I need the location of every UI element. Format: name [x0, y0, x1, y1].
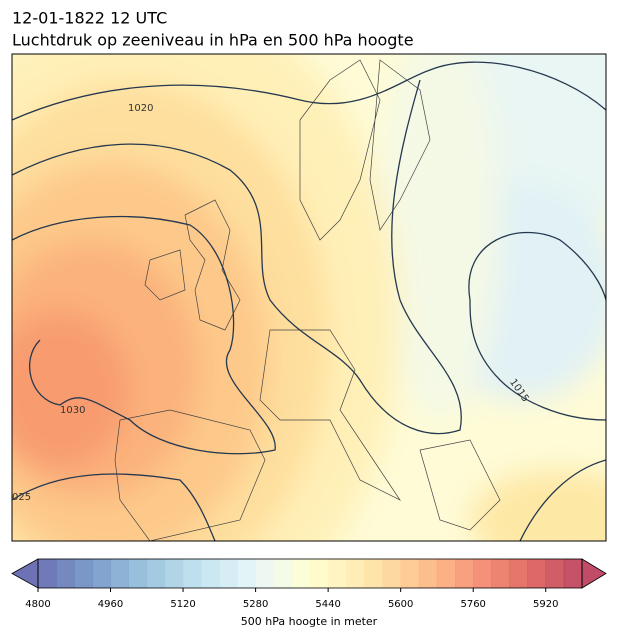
- colorbar-segment: [291, 559, 311, 588]
- contour-label: 1020: [128, 103, 153, 114]
- contour-label: 1030: [60, 405, 85, 416]
- colorbar-tick-label: 5760: [460, 599, 485, 610]
- colorbar-segment: [74, 559, 93, 588]
- subtitle: Luchtdruk op zeeniveau in hPa en 500 hPa…: [12, 31, 414, 50]
- colorbar-segment: [183, 559, 202, 588]
- colorbar-tick-label: 4800: [25, 599, 50, 610]
- colorbar-segment: [382, 559, 401, 588]
- colorbar-label: 500 hPa hoogte in meter: [241, 615, 378, 628]
- colorbar-segment: [273, 559, 293, 588]
- colorbar-tick-label: 4960: [98, 599, 123, 610]
- colorbar-segment: [219, 559, 238, 588]
- colorbar-segment: [346, 559, 365, 588]
- colorbar-segment: [56, 559, 75, 588]
- colorbar-segment: [237, 559, 256, 588]
- colorbar-segment: [146, 559, 166, 588]
- colorbar-segment: [473, 559, 492, 588]
- colorbar-segment: [400, 559, 420, 588]
- colorbar-extend-high: [581, 558, 607, 589]
- map-frame: [11, 53, 607, 542]
- colorbar-segment: [563, 559, 583, 588]
- colorbar-tick-label: 5600: [388, 599, 413, 610]
- title: 12-01-1822 12 UTC: [12, 9, 167, 28]
- colorbar-extend-low: [11, 558, 39, 589]
- colorbar-tick-label: 5440: [315, 599, 340, 610]
- colorbar-segment: [545, 559, 565, 588]
- colorbar-segment: [255, 559, 275, 588]
- colorbar-segment: [418, 559, 438, 588]
- colorbar-segment: [110, 559, 129, 588]
- colorbar-segment: [38, 559, 57, 588]
- colorbar-segment: [364, 559, 383, 588]
- colorbar-segment: [92, 559, 111, 588]
- colorbar-tick-label: 5280: [243, 599, 268, 610]
- colorbar-frame: [37, 558, 583, 589]
- contour-label: 025: [12, 492, 31, 503]
- colorbar-segment: [128, 559, 148, 588]
- colorbar-tick-label: 5120: [170, 599, 195, 610]
- colorbar-segment: [455, 559, 474, 588]
- colorbar-segment: [491, 559, 510, 588]
- colorbar-segment: [509, 559, 528, 588]
- colorbar-tick-label: 5920: [533, 599, 558, 610]
- colorbar-segment: [201, 559, 220, 588]
- colorbar-segment: [328, 559, 347, 588]
- colorbar-segment: [310, 559, 329, 588]
- colorbar-segment: [164, 559, 184, 588]
- colorbar-segment: [436, 559, 456, 588]
- colorbar-segment: [527, 559, 547, 588]
